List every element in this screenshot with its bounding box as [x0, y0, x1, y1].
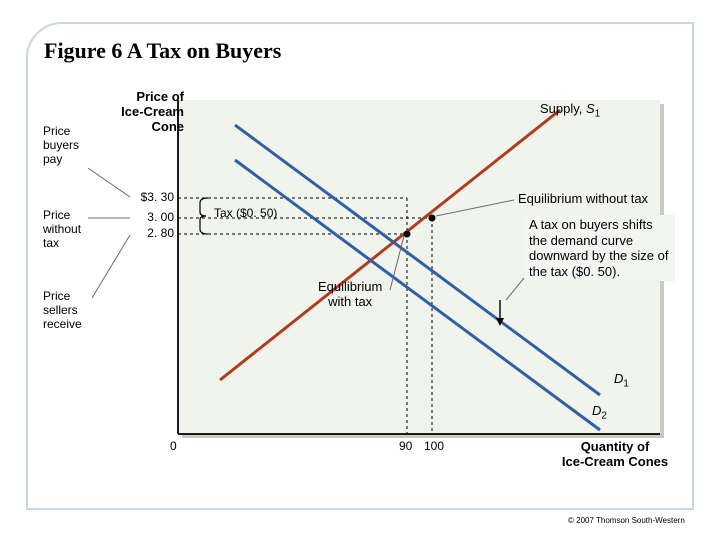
price-without-tax-label: Pricewithouttax: [43, 209, 81, 250]
eq-with-tax-label: Equilibriumwith tax: [318, 280, 382, 310]
origin-label: 0: [170, 440, 177, 454]
slide: Figure 6 A Tax on Buyers Price ofIce-Cre…: [0, 0, 720, 540]
ytick-pbuyers: $3. 30: [130, 191, 174, 205]
y-axis-label: Price ofIce-CreamCone: [106, 90, 184, 135]
eq-without-tax-label: Equilibrium without tax: [518, 192, 648, 207]
xtick-qtax: 90: [399, 440, 412, 454]
d2-label: D2: [592, 404, 607, 422]
xtick-qeq: 100: [424, 440, 444, 454]
d1-label: D1: [614, 372, 629, 390]
copyright: © 2007 Thomson South-Western: [568, 516, 685, 525]
ytick-peq: 3. 00: [130, 211, 174, 225]
x-axis-label: Quantity ofIce-Cream Cones: [540, 440, 690, 470]
tax-amount-label: Tax ($0. 50): [214, 207, 277, 221]
price-buyers-pay-label: Pricebuyerspay: [43, 125, 79, 166]
supply-label: Supply, S1: [540, 102, 600, 120]
ytick-psellers: 2. 80: [130, 227, 174, 241]
price-sellers-receive-label: Pricesellersreceive: [43, 290, 82, 331]
tax-note: A tax on buyers shifts the demand curve …: [525, 215, 675, 281]
